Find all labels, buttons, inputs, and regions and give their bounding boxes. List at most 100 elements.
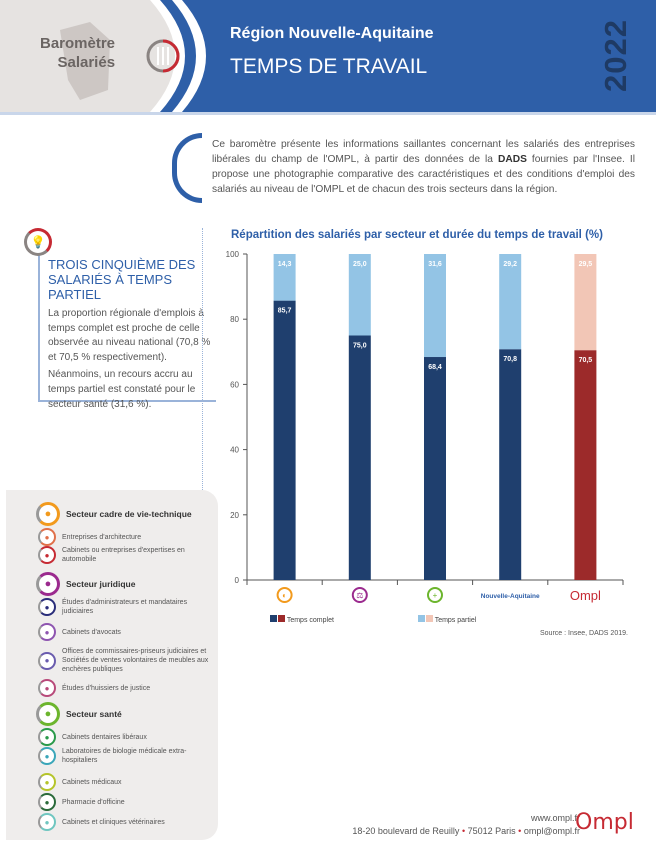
y-tick-label: 100 [226,250,240,259]
pharmacy-icon: ● [38,793,56,811]
gavel-icon: ● [38,651,56,670]
data-label-partiel: 31,6 [428,261,442,268]
bar-temps-partiel [499,254,522,350]
bar-temps-partiel [273,254,296,301]
sector-label: Cabinets dentaires libéraux [62,733,147,741]
sector-label: Entreprises d'architecture [62,533,142,541]
data-label-partiel: 29,5 [579,261,593,268]
y-tick-label: 80 [230,315,239,324]
sector-label: Études d'huissiers de justice [62,684,151,692]
sector-header: ● Secteur juridique [36,572,135,596]
header-swoosh [60,0,206,112]
data-label-partiel: 29,2 [503,261,517,268]
y-tick-label: 60 [230,380,239,389]
page-title: TEMPS DE TRAVAIL [230,55,428,78]
sector-item: ● Études d'administrateurs et mandataires… [38,598,212,616]
chart-title: Répartition des salariés par secteur et … [231,229,603,241]
bar-temps-partiel [424,254,446,358]
sector-label: Études d'administrateurs et mandataires … [62,599,188,615]
bar-temps-partiel [574,254,597,351]
data-label-complet: 68,4 [428,364,442,371]
barometre-logo: Baromètre Salariés [40,35,116,71]
year-label: 2022 [598,19,633,93]
bar-temps-complet [499,349,522,580]
stacked-bar-chart: 0 20 40 60 80 100 85,7 14,3 ◐ 75,0 25,0 ⚖ 68,4 31,6 +7… [226,250,624,603]
legend-complet: Temps complet [286,617,334,624]
microscope-icon: ● [38,747,56,765]
sector-label: Laboratoires de biologie médicale extra-… [62,748,187,764]
tooth-icon: ● [38,728,56,746]
legend-swatch-complet-ompl [278,615,285,622]
data-label-complet: 75,0 [353,343,367,350]
sector-header: ● Secteur santé [36,702,122,726]
category-icon-glyph: ⚖ [356,591,363,600]
address: 18-20 boulevard de Reuilly [352,826,460,836]
bar-temps-complet [273,300,296,580]
y-tick-label: 40 [230,446,239,455]
legend-swatch-complet [270,615,277,622]
sector-item: ● Cabinets médicaux [38,773,122,791]
sector-label: Secteur cadre de vie-technique [66,508,192,519]
sector-header: ● Secteur cadre de vie-technique [36,502,192,526]
sector-item: ● Cabinets ou entreprises d'expertises en… [38,546,212,564]
sector-item: ● Offices de commissaires-priseurs judici… [38,647,212,674]
bar-temps-complet [348,335,371,580]
legend-partiel: Temps partiel [434,617,477,624]
intro-paragraph: Ce baromètre présente les informations s… [212,139,635,195]
architect-icon: ● [38,528,56,546]
website-link[interactable]: www.ompl.fr [530,813,580,823]
region-title: Région Nouvelle-Aquitaine [230,25,434,42]
insight-body: La proportion régionale d'emplois à temp… [48,308,211,410]
bar-temps-complet [574,350,597,580]
sector-label: Cabinets ou entreprises d'expertises en … [62,547,185,563]
x-label-ompl: Ompl [570,588,601,603]
bar-temps-complet [424,357,446,580]
sector-item: ● Cabinets d'avocats [38,623,121,641]
veterinary-icon: ● [38,813,56,831]
footer-contact: www.ompl.fr 18-20 boulevard de Reuilly •… [300,812,580,838]
legend-swatch-partiel [417,615,425,622]
sector-label: Secteur santé [66,708,122,719]
sector-label: Pharmacie d'officine [62,798,125,806]
separator: • [461,826,466,836]
category-icon-glyph: + [433,591,438,600]
sector-item: ● Entreprises d'architecture [38,528,141,546]
bar-temps-partiel [348,254,371,336]
data-label-partiel: 14,3 [278,261,292,268]
insight-title: TROIS CINQUIÈME DES SALARIÉS À TEMPS PAR… [48,257,196,302]
email-link[interactable]: ompl@ompl.fr [523,826,580,836]
car-icon: ● [38,546,56,564]
sector-item: ● Laboratoires de biologie médicale extra… [38,747,212,765]
lightbulb-icon: 💡 [24,228,52,256]
header-divider [0,112,656,115]
scales-icon: ● [36,572,60,596]
y-tick-label: 0 [235,576,240,585]
data-label-partiel: 25,0 [353,261,367,268]
building-icon: ● [38,598,56,616]
sector-label: Offices de commissaires-priseurs judicia… [62,648,209,673]
insight-box [38,232,216,402]
sector-item: ● Études d'huissiers de justice [38,679,150,697]
plus-icon [427,587,443,603]
sector-label: Secteur juridique [66,578,136,589]
bailiff-icon: ● [38,679,56,697]
ear-icon [276,587,293,603]
y-tick-label: 20 [230,511,239,520]
chart-source: Source : Insee, DADS 2019. [540,630,628,637]
sector-label: Cabinets et cliniques vétérinaires [62,818,165,826]
lawyer-icon: ● [38,623,56,641]
data-label-complet: 70,8 [503,356,517,363]
x-label-region: Nouvelle-Aquitaine [481,593,540,600]
sector-label: Cabinets d'avocats [62,628,121,636]
sector-item: ● Cabinets et cliniques vétérinaires [38,813,165,831]
category-icon-glyph: ◐ [282,591,287,600]
chart-legend: Temps complet Temps partiel [270,615,476,624]
plus-icon: ● [36,702,60,726]
scales-icon [351,587,368,603]
stethoscope-icon: ● [38,773,56,791]
sector-item: ● Pharmacie d'officine [38,793,125,811]
header-banner: Baromètre Salariés Région Nouvelle-Aquita… [0,0,656,112]
legend-swatch-partiel-ompl [425,615,433,622]
ear-icon: ● [36,502,60,526]
city: 75012 Paris [467,826,516,836]
